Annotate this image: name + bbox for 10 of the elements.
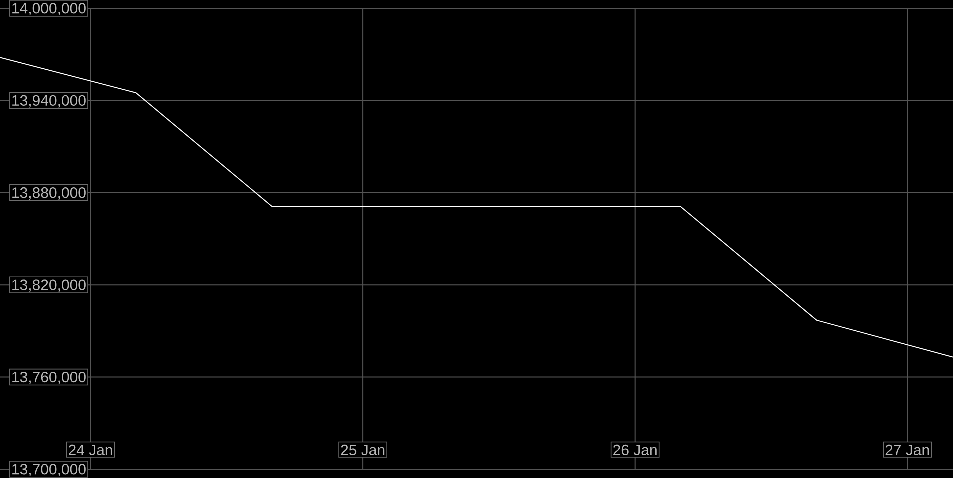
y-tick-label: 13,820,000 (12, 280, 86, 292)
x-tick-label: 24 Jan (69, 444, 112, 456)
y-tick-label: 13,760,000 (12, 372, 86, 384)
y-tick-label: 13,700,000 (12, 464, 86, 477)
x-tick-label: 25 Jan (341, 444, 385, 456)
x-tick-label: 26 Jan (614, 444, 657, 456)
y-tick-label: 13,940,000 (12, 95, 86, 108)
y-tick-label: 14,000,000 (12, 3, 86, 16)
x-tick-label: 27 Jan (886, 444, 930, 456)
y-tick-label: 13,880,000 (12, 188, 86, 200)
